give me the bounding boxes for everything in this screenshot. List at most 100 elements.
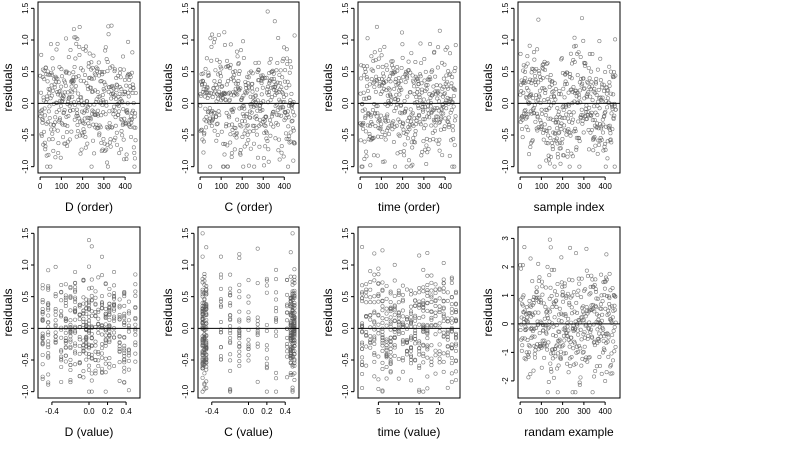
data-point — [591, 322, 596, 327]
data-point — [450, 164, 455, 169]
y-tick-label: 1.5 — [341, 2, 350, 14]
data-point — [388, 350, 393, 355]
data-point — [610, 332, 615, 337]
data-point — [579, 276, 584, 281]
data-point — [404, 326, 409, 331]
data-point — [206, 90, 211, 95]
data-point — [103, 281, 108, 286]
data-point — [255, 322, 260, 327]
data-point — [545, 316, 550, 321]
data-point — [287, 70, 292, 75]
data-point — [132, 150, 137, 155]
data-point — [202, 274, 207, 279]
data-point — [96, 309, 101, 314]
data-point — [205, 86, 210, 91]
data-point — [112, 308, 117, 313]
data-point — [200, 361, 205, 366]
data-point — [73, 349, 78, 354]
data-point — [89, 164, 94, 169]
data-point — [63, 359, 68, 364]
data-point — [412, 84, 417, 89]
data-point — [229, 92, 234, 97]
y-tick-label: 0.5 — [181, 291, 190, 303]
data-point — [554, 292, 559, 297]
data-point — [549, 267, 554, 272]
data-point — [100, 93, 105, 98]
data-point — [436, 45, 441, 50]
panel-p2: 0 100 200 300 400-1.0-0.50.00.51.01.5C (orde… — [161, 1, 300, 214]
data-point — [255, 329, 260, 334]
data-point — [406, 158, 411, 163]
data-point — [544, 108, 549, 113]
data-point — [416, 104, 421, 109]
data-point — [274, 297, 279, 302]
data-point — [228, 389, 233, 394]
data-point — [63, 83, 68, 88]
data-point — [425, 343, 430, 348]
data-point — [549, 293, 554, 298]
data-point — [429, 293, 434, 298]
data-point — [552, 315, 557, 320]
data-point — [576, 276, 581, 281]
data-point — [422, 78, 427, 83]
data-point — [388, 358, 393, 363]
data-point — [218, 319, 223, 324]
data-point — [122, 116, 127, 121]
data-point — [73, 362, 78, 367]
data-point — [83, 134, 88, 139]
data-point — [400, 308, 405, 313]
data-point — [543, 322, 548, 327]
data-point — [206, 109, 211, 114]
data-point — [59, 309, 64, 314]
data-point — [594, 125, 599, 130]
data-point — [437, 310, 442, 315]
data-point — [547, 106, 552, 111]
data-point — [258, 109, 263, 114]
data-point — [391, 139, 396, 144]
data-point — [542, 122, 547, 127]
data-point — [578, 346, 583, 351]
data-point — [437, 342, 442, 347]
data-point — [68, 357, 73, 362]
data-point — [270, 112, 275, 117]
data-point — [417, 389, 422, 394]
data-point — [123, 120, 128, 125]
data-point — [44, 94, 49, 99]
data-point — [429, 343, 434, 348]
data-point — [418, 72, 423, 77]
data-point — [417, 113, 422, 118]
data-point — [378, 127, 383, 132]
data-point — [51, 122, 56, 127]
data-point — [410, 145, 415, 150]
data-point — [539, 345, 544, 350]
data-point — [122, 303, 127, 308]
data-point — [425, 282, 430, 287]
panel-p1: 0 100 200 300 400-1.0-0.50.00.51.01.5D (orde… — [1, 1, 141, 214]
data-point — [413, 59, 418, 64]
data-point — [112, 318, 117, 323]
data-point — [229, 107, 234, 112]
data-point — [290, 289, 295, 294]
data-point — [376, 299, 381, 304]
data-point — [546, 153, 551, 158]
data-point — [96, 351, 101, 356]
data-point — [362, 139, 367, 144]
data-point — [46, 307, 51, 312]
data-point — [581, 86, 586, 91]
data-point — [594, 76, 599, 81]
data-point — [97, 133, 102, 138]
plot-frame — [357, 1, 461, 174]
data-point — [261, 156, 266, 161]
y-tick-label: 0.5 — [341, 291, 350, 303]
data-point — [212, 79, 217, 84]
data-point — [235, 54, 240, 59]
data-point — [208, 91, 213, 96]
data-point — [548, 136, 553, 141]
data-point — [239, 119, 244, 124]
data-point — [220, 84, 225, 89]
data-point — [113, 135, 118, 140]
data-point — [581, 332, 586, 337]
data-point — [372, 294, 377, 299]
data-point — [60, 122, 65, 127]
data-point — [285, 304, 290, 309]
